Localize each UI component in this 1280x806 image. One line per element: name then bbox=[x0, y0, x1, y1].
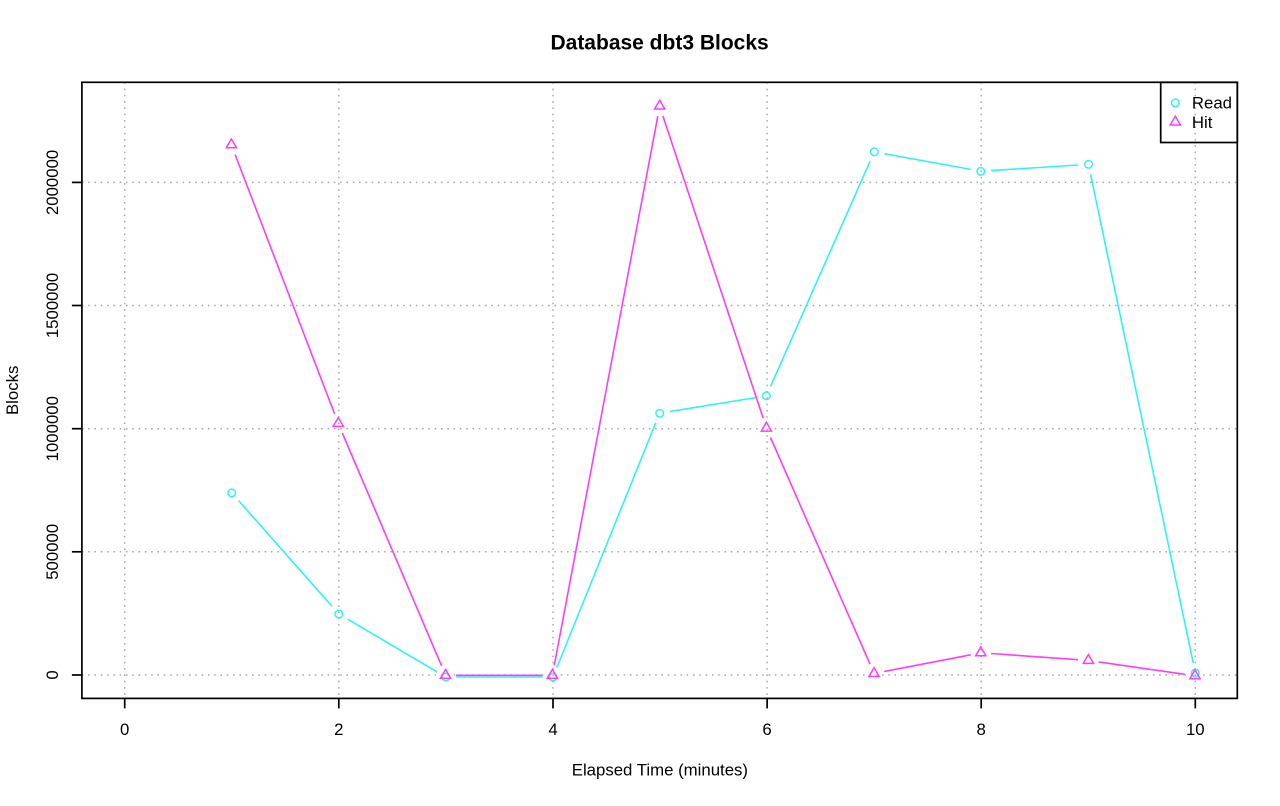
svg-text:1000000: 1000000 bbox=[43, 396, 62, 461]
svg-text:1500000: 1500000 bbox=[43, 273, 62, 338]
svg-text:8: 8 bbox=[977, 720, 986, 739]
svg-text:6: 6 bbox=[762, 720, 771, 739]
svg-text:4: 4 bbox=[548, 720, 557, 739]
svg-text:500000: 500000 bbox=[43, 524, 62, 580]
svg-text:Read: Read bbox=[1192, 94, 1232, 113]
svg-text:0: 0 bbox=[120, 720, 129, 739]
svg-text:Database dbt3 Blocks: Database dbt3 Blocks bbox=[550, 31, 768, 54]
svg-text:Hit: Hit bbox=[1192, 113, 1213, 132]
svg-text:Blocks: Blocks bbox=[3, 366, 22, 415]
svg-text:0: 0 bbox=[43, 670, 62, 679]
svg-text:2: 2 bbox=[334, 720, 343, 739]
svg-text:10: 10 bbox=[1186, 720, 1205, 739]
svg-text:Elapsed Time (minutes): Elapsed Time (minutes) bbox=[572, 760, 748, 779]
svg-text:2000000: 2000000 bbox=[43, 150, 62, 215]
